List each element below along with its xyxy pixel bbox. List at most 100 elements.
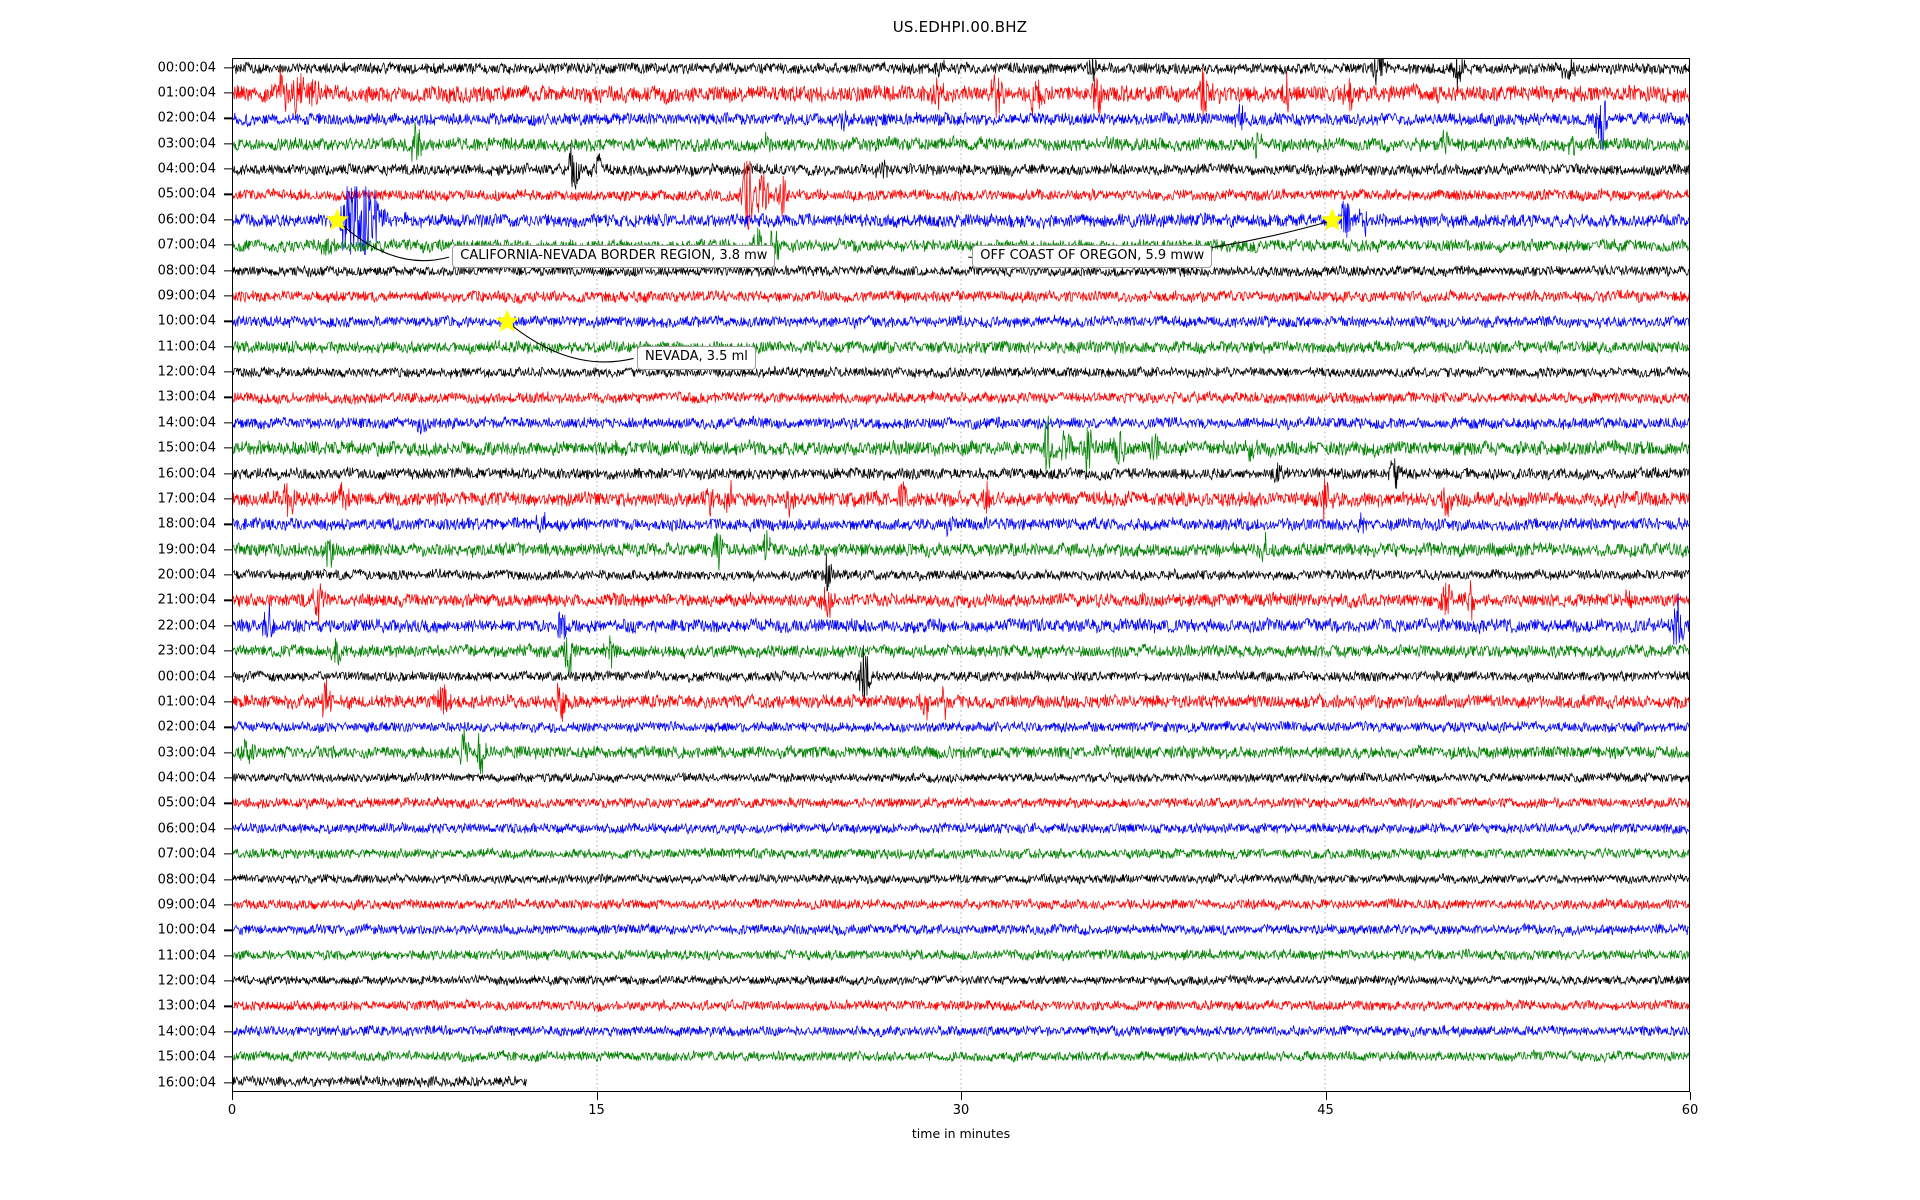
y-tick-mark (224, 954, 232, 957)
seismogram-traces (233, 59, 1689, 1091)
x-tick-mark (596, 1092, 598, 1100)
y-tick-mark (224, 980, 232, 982)
y-tick-label: 18:00:04 (157, 516, 216, 532)
y-tick-mark (224, 701, 232, 703)
seismogram-trace (233, 67, 1689, 119)
y-tick-label: 11:00:04 (157, 339, 216, 355)
y-tick-label: 11:00:04 (157, 948, 216, 964)
y-tick-mark (224, 269, 232, 272)
event-annotation-label[interactable]: OFF COAST OF OREGON, 5.9 mww (972, 244, 1213, 269)
y-tick-label: 15:00:04 (157, 1049, 216, 1065)
seismogram-trace (233, 121, 1689, 162)
seismogram-trace (233, 580, 1689, 625)
seismogram-trace (233, 365, 1689, 380)
y-tick-label: 00:00:04 (157, 60, 216, 75)
seismogram-trace (233, 635, 1689, 678)
y-tick-label: 07:00:04 (157, 846, 216, 862)
seismogram-trace (233, 186, 1689, 256)
y-tick-mark (224, 142, 232, 145)
y-tick-label: 01:00:04 (157, 694, 216, 710)
event-connector-line (336, 220, 450, 262)
y-tick-label: 14:00:04 (157, 415, 216, 431)
y-tick-mark (224, 168, 232, 170)
plot-area (232, 58, 1690, 1092)
seismogram-trace (233, 998, 1689, 1013)
y-tick-mark (224, 853, 232, 855)
x-tick-label: 45 (1317, 1103, 1334, 1118)
seismogram-trace (233, 645, 1689, 703)
seismogram-trace (233, 948, 1689, 962)
y-tick-label: 05:00:04 (157, 795, 216, 811)
seismogram-trace (233, 100, 1689, 151)
seismogram-trace (233, 160, 1689, 230)
seismogram-trace (233, 1049, 1689, 1064)
seismogram-trace (233, 530, 1689, 571)
x-axis-ticks: 0 15 30 45 60 (228, 1092, 1698, 1132)
event-star-marker[interactable] (495, 309, 519, 332)
y-tick-mark (224, 422, 232, 424)
y-tick-mark (224, 193, 232, 196)
y-tick-label: 23:00:04 (157, 643, 216, 659)
event-star-marker[interactable] (325, 208, 350, 231)
y-tick-mark (224, 219, 232, 221)
chart-title: US.EDHPI.00.BHZ (892, 18, 1028, 36)
y-tick-label: 06:00:04 (157, 212, 216, 228)
y-tick-mark (224, 1005, 232, 1008)
seismogram-trace (233, 922, 1689, 937)
y-tick-mark (224, 1031, 232, 1033)
y-tick-mark (224, 929, 232, 931)
y-tick-label: 19:00:04 (157, 542, 216, 558)
y-tick-mark (224, 244, 232, 246)
y-tick-label: 04:00:04 (157, 161, 216, 177)
y-tick-label: 05:00:04 (157, 186, 216, 202)
seismogram-trace (233, 771, 1689, 784)
event-annotation-label[interactable]: CALIFORNIA-NEVADA BORDER REGION, 3.8 mw (452, 244, 776, 269)
event-connector-line (506, 321, 634, 363)
y-tick-mark (224, 320, 232, 322)
seismogram-trace (233, 458, 1689, 489)
y-tick-label: 21:00:04 (157, 592, 216, 608)
y-tick-label: 06:00:04 (157, 821, 216, 837)
y-tick-label: 15:00:04 (157, 440, 216, 456)
y-tick-mark (224, 92, 232, 94)
x-tick-mark (1325, 1092, 1327, 1100)
y-tick-mark (224, 878, 232, 881)
y-tick-label: 13:00:04 (157, 389, 216, 405)
y-tick-label: 08:00:04 (157, 263, 216, 278)
seismogram-trace (233, 973, 1689, 987)
y-tick-label: 20:00:04 (157, 567, 216, 583)
y-tick-mark (224, 828, 232, 830)
seismogram-trace (233, 728, 1689, 775)
y-tick-mark (224, 523, 232, 525)
event-annotation-label[interactable]: NEVADA, 3.5 ml (636, 346, 756, 370)
y-tick-mark (224, 1056, 232, 1058)
seismogram-trace (233, 390, 1689, 406)
seismogram-trace (233, 552, 1689, 592)
y-tick-label: 02:00:04 (157, 110, 216, 126)
y-tick-mark (224, 295, 232, 297)
y-tick-mark (224, 1081, 232, 1084)
y-tick-label: 03:00:04 (157, 745, 216, 761)
y-axis-ticks: 00:00:04 01:00:04 02:00:04 03:00:04 04:00:04… (0, 58, 232, 1092)
seismogram-trace (233, 1024, 1689, 1038)
y-tick-label: 09:00:04 (157, 897, 216, 913)
event-star-marker[interactable] (1320, 208, 1344, 231)
y-tick-label: 07:00:04 (157, 237, 216, 253)
seismogram-trace (233, 511, 1689, 537)
seismogram-trace (233, 821, 1689, 836)
y-tick-mark (224, 650, 232, 652)
y-tick-mark (224, 751, 232, 754)
y-tick-mark (224, 599, 232, 602)
y-tick-label: 12:00:04 (157, 973, 216, 989)
seismogram-trace (233, 592, 1689, 645)
x-tick-mark (961, 1092, 963, 1100)
y-tick-label: 16:00:04 (157, 1075, 216, 1090)
y-tick-mark (224, 396, 232, 399)
y-tick-label: 17:00:04 (157, 491, 216, 507)
x-tick-label: 30 (952, 1103, 970, 1118)
y-tick-mark (224, 548, 232, 551)
seismogram-trace (233, 1075, 527, 1088)
y-tick-mark (224, 66, 232, 69)
y-tick-label: 09:00:04 (157, 288, 216, 304)
